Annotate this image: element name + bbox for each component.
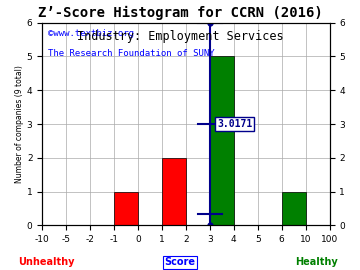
Bar — [282, 192, 306, 225]
Text: Unhealthy: Unhealthy — [19, 257, 75, 267]
Text: Score: Score — [165, 257, 195, 267]
Text: The Research Foundation of SUNY: The Research Foundation of SUNY — [48, 49, 215, 58]
Text: ©www.textbiz.org: ©www.textbiz.org — [48, 29, 134, 38]
Text: Healthy: Healthy — [296, 257, 338, 267]
Bar — [162, 158, 186, 225]
Bar — [114, 192, 138, 225]
Text: Industry: Employment Services: Industry: Employment Services — [77, 30, 283, 43]
Y-axis label: Number of companies (9 total): Number of companies (9 total) — [15, 65, 24, 183]
Bar — [210, 56, 234, 225]
Text: Z’-Score Histogram for CCRN (2016): Z’-Score Histogram for CCRN (2016) — [38, 5, 322, 19]
Text: 3.0171: 3.0171 — [217, 119, 252, 129]
